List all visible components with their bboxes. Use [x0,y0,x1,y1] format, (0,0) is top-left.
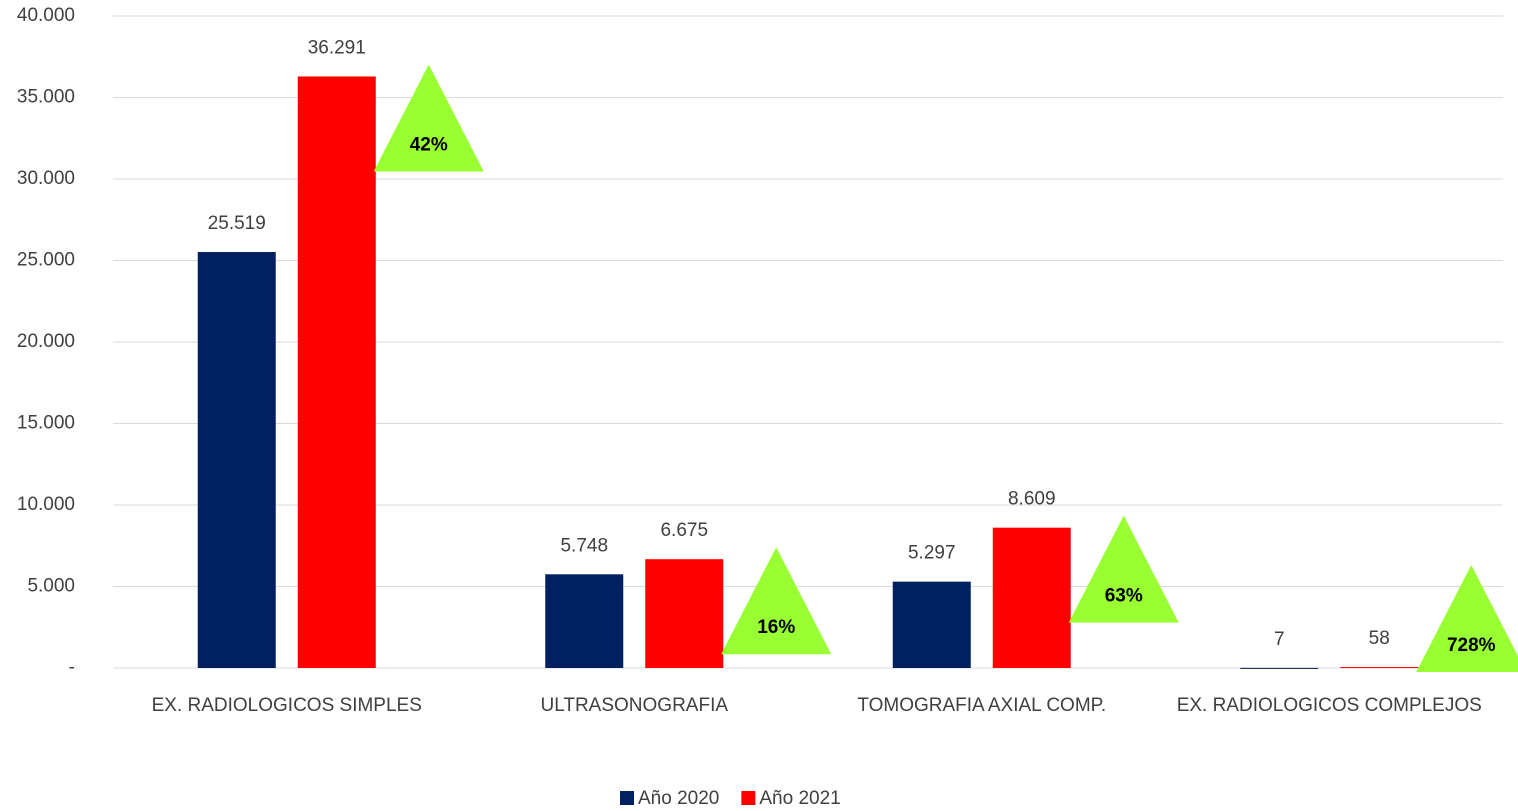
y-tick-label: 40.000 [17,5,75,26]
legend-label: Año 2020 [638,788,719,809]
value-label: 5.748 [560,535,608,556]
bar [197,252,276,669]
legend-swatch [741,791,756,805]
legend-label: Año 2021 [759,788,840,809]
annotation: 63% [1105,586,1143,607]
y-tick-label: 30.000 [17,168,75,189]
y-tick-label: 25.000 [17,250,75,271]
value-label: 8.609 [1008,489,1056,510]
annotation: 42% [410,134,448,155]
value-label: 58 [1369,628,1390,649]
annotation-triangle [1416,565,1518,672]
bar [1240,667,1319,669]
bar [992,527,1071,668]
annotation-triangle [1068,515,1179,623]
x-tick-label: ULTRASONOGRAFIA [540,695,729,716]
annotation-triangle [373,64,484,172]
bar [545,574,624,668]
value-label: 7 [1274,629,1285,650]
bar [892,581,971,668]
x-tick-label: EX. RADIOLOGICOS SIMPLES [151,695,422,716]
bar [645,559,724,668]
value-label: 5.297 [908,543,956,564]
value-label: 6.675 [660,520,708,541]
y-tick-label: 35.000 [17,87,75,108]
annotation: 16% [757,617,795,638]
y-tick-label: - [69,657,75,678]
bar [1340,667,1419,669]
x-tick-label: EX. RADIOLOGICOS COMPLEJOS [1176,695,1482,716]
legend-swatch [620,791,634,805]
x-tick-label: TOMOGRAFIA AXIAL COMP. [857,695,1107,716]
annotation-triangle [721,547,832,655]
bar [297,76,376,668]
y-tick-label: 15.000 [17,413,75,434]
y-tick-label: 5.000 [27,576,75,597]
value-label: 25.519 [208,213,266,234]
value-label: 36.291 [308,37,366,58]
y-tick-label: 20.000 [17,331,75,352]
annotation: 728% [1447,635,1496,656]
y-tick-label: 10.000 [17,494,75,515]
